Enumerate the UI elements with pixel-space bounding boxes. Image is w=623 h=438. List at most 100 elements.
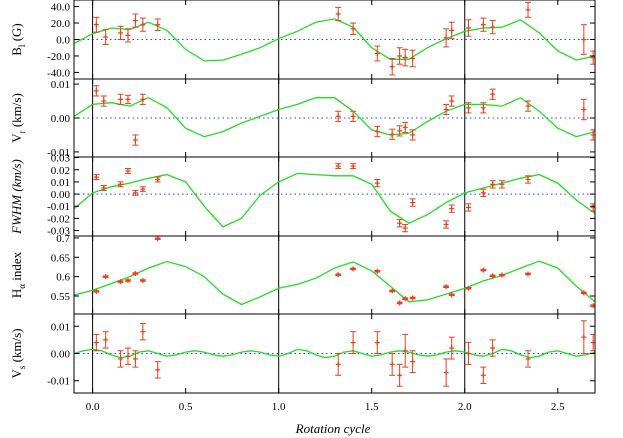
- data-point: [132, 189, 139, 196]
- y-title-main: H: [9, 289, 24, 298]
- data-point: [480, 267, 487, 273]
- x-tick-label: 1.5: [365, 401, 379, 413]
- data-point: [489, 88, 496, 100]
- data-point: [117, 350, 124, 368]
- data-point: [117, 25, 124, 40]
- y-title-main: B: [9, 47, 24, 56]
- data-point: [389, 57, 396, 76]
- y-tick-label: -0.02: [47, 213, 70, 225]
- data-point: [525, 1, 532, 18]
- data-point: [154, 176, 161, 183]
- y-tick-label: 40.0: [51, 2, 71, 14]
- data-points-bl: [93, 1, 595, 76]
- data-point: [93, 16, 100, 33]
- data-point: [402, 48, 409, 67]
- data-point: [139, 186, 146, 193]
- data-point: [350, 110, 357, 122]
- data-point: [409, 295, 416, 301]
- data-point: [374, 178, 381, 188]
- y-tick-label: 0.00: [51, 189, 71, 201]
- panels-layer: 40.020.00.0-20.0-40.0Bl (G)0.010.00-0.01…: [9, 0, 596, 394]
- y-axis-title-halpha: Hα index: [9, 251, 27, 298]
- data-point: [448, 336, 455, 360]
- data-point: [350, 22, 357, 36]
- y-tick-label: -0.01: [47, 201, 70, 213]
- panel-vr: 0.01 0.00 -0.01 Vr (km/s): [9, 78, 596, 159]
- y-tick-label: 20.0: [51, 18, 71, 30]
- y-tick-label: 0.65: [51, 252, 71, 264]
- y-title-sub: l: [17, 44, 27, 47]
- data-point: [590, 129, 595, 141]
- x-axis-title: Rotation cycle: [295, 421, 371, 436]
- model-curve-fwhm: [74, 172, 595, 228]
- x-tick-label: 0.5: [179, 401, 193, 413]
- y-title-sub: r: [17, 130, 27, 133]
- data-point: [124, 28, 131, 43]
- data-point: [465, 342, 472, 365]
- data-point: [117, 181, 124, 188]
- data-point: [93, 174, 100, 180]
- y-tick-label: -0.01: [47, 147, 70, 159]
- data-point: [402, 223, 409, 233]
- y-title-rest: index: [9, 251, 24, 284]
- data-point: [139, 278, 146, 284]
- data-point: [389, 128, 396, 140]
- y-title-main: V: [9, 133, 24, 143]
- data-point: [465, 285, 472, 291]
- data-point: [396, 300, 403, 306]
- y-title-sub: α: [17, 284, 27, 289]
- y-axis-title-bl: Bl (G): [9, 23, 27, 55]
- data-point: [154, 361, 161, 379]
- data-point: [409, 350, 416, 374]
- y-title-main: V: [9, 369, 24, 379]
- data-point: [124, 347, 131, 365]
- data-point: [525, 100, 532, 112]
- data-point: [335, 272, 342, 278]
- data-point: [139, 323, 146, 341]
- y-tick-label: -0.01: [47, 376, 70, 388]
- model-curve-halpha: [74, 260, 595, 306]
- data-point: [498, 272, 505, 278]
- x-tick-label: 1.0: [272, 401, 286, 413]
- data-point: [409, 129, 416, 141]
- data-point: [448, 204, 455, 213]
- data-point: [350, 163, 357, 170]
- model-curve-bl: [74, 18, 595, 62]
- y-title-sub: s: [17, 365, 27, 369]
- y-tick-label: 0.55: [51, 291, 71, 303]
- panel-bl: 40.0 20.0 0.0 -20.0 -40.0 Bl (G): [9, 0, 596, 80]
- data-point: [448, 21, 455, 40]
- data-point: [448, 95, 455, 107]
- data-point: [480, 188, 487, 197]
- data-point: [525, 175, 532, 184]
- data-point: [443, 220, 450, 229]
- data-point: [93, 333, 100, 352]
- data-point: [335, 6, 342, 22]
- y-tick-label: 0.01: [51, 321, 70, 333]
- y-tick-label: 0.0: [56, 35, 70, 47]
- data-point: [448, 292, 455, 298]
- data-point: [389, 288, 396, 294]
- data-point: [396, 47, 403, 65]
- data-point: [132, 350, 139, 368]
- data-point: [489, 20, 496, 35]
- data-point: [580, 290, 587, 296]
- data-point: [132, 134, 139, 146]
- y-axis-title-vs: Vs (km/s): [9, 328, 27, 378]
- x-axis: 0.0 0.5 1.0 1.5 2.0 2.5: [86, 401, 565, 413]
- data-point: [93, 288, 100, 294]
- data-point: [580, 98, 587, 121]
- data-point: [396, 363, 403, 387]
- y-tick-label: -40.0: [47, 67, 70, 79]
- data-point: [480, 366, 487, 384]
- data-point: [443, 103, 450, 116]
- data-point: [350, 331, 357, 354]
- panel-fwhm: 0.030.020.010.00-0.01-0.02-0.03 FWHM (km/…: [9, 153, 596, 238]
- y-tick-label: 0.7: [56, 233, 70, 245]
- data-point: [374, 331, 381, 354]
- x-tick-label: 2.0: [458, 401, 472, 413]
- y-tick-label: -0.03: [47, 226, 70, 238]
- x-tick-label: 2.5: [551, 401, 565, 413]
- data-point: [374, 125, 381, 138]
